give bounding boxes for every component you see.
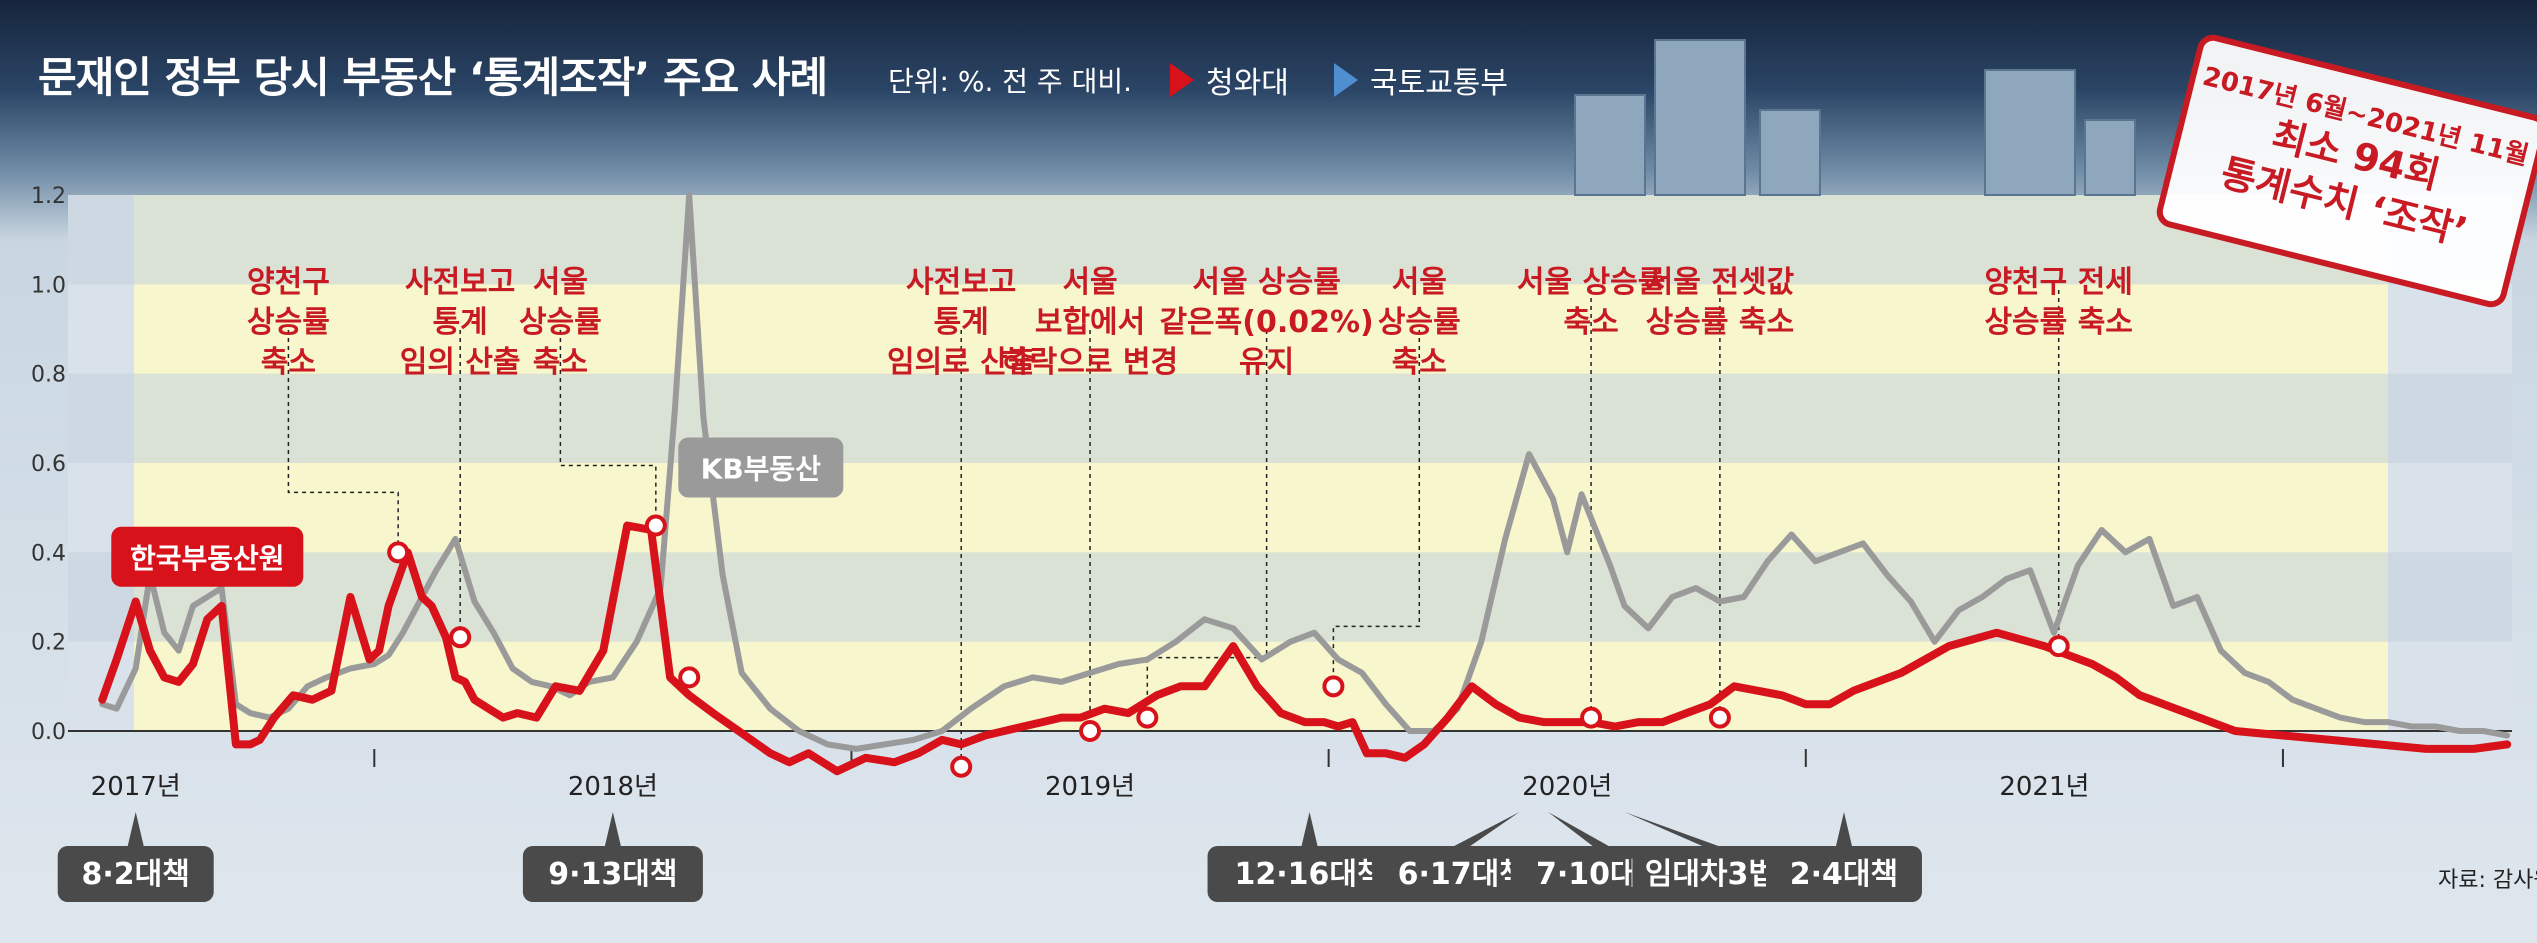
annotation-text: 상승률 xyxy=(247,305,330,340)
annotation-text: 임의 산출 xyxy=(400,345,521,380)
data-marker xyxy=(1079,720,1102,742)
annotation-text: 같은폭(0.02%) xyxy=(1159,305,1373,340)
annotation-text: 축소 xyxy=(261,345,316,380)
annotation-text: 상승률 축소 xyxy=(1984,305,2132,340)
series-label-box xyxy=(111,526,304,587)
policy-box xyxy=(1207,846,1412,902)
annotation-leader xyxy=(287,330,399,553)
building-icon xyxy=(2084,119,2136,196)
building-icon xyxy=(1984,69,2076,196)
legend-bluehouse-label: 청와대 xyxy=(1206,66,1289,101)
policy-pointer xyxy=(1301,812,1318,846)
policy-pointer xyxy=(1835,812,1852,846)
policy-box xyxy=(1372,846,1553,902)
y-tick-label: 0.2 xyxy=(31,631,66,656)
annotation-text: 서울 xyxy=(533,265,588,300)
policy-label: 6·17대책 xyxy=(1398,857,1527,892)
policy-pointer xyxy=(127,812,144,846)
series-label: 한국부동산원 xyxy=(130,542,285,575)
annotation-leader xyxy=(559,330,657,526)
series-line xyxy=(99,192,2511,752)
annotation-text: 통계 xyxy=(433,305,488,340)
series-label-box xyxy=(678,437,844,498)
x-tick-label: 2018년 xyxy=(568,772,658,802)
data-marker xyxy=(644,514,667,537)
policy-pointer xyxy=(1624,812,1719,846)
annotation-text: 서울 xyxy=(1062,265,1117,300)
grid-band xyxy=(68,195,2512,285)
legend-molit-label: 국토교통부 xyxy=(1370,66,1508,101)
annotation-text: 임의로 산출 xyxy=(887,345,1035,380)
building-icon xyxy=(1759,109,1821,196)
series-line xyxy=(98,521,2512,776)
series-label: KB부동산 xyxy=(701,452,822,485)
data-marker xyxy=(1708,706,1731,729)
source-note: 자료: 감사원 xyxy=(2438,868,2537,893)
data-marker xyxy=(1580,706,1603,729)
building-icon xyxy=(1574,94,1646,196)
y-tick-label: 1.2 xyxy=(31,184,66,209)
annotation-text: 상승률 xyxy=(519,305,602,340)
building-icon xyxy=(1654,39,1746,196)
data-marker xyxy=(950,755,973,778)
annotation-text: 서울 상승률 xyxy=(1517,265,1665,300)
annotation-text: 서울 xyxy=(1392,265,1447,300)
legend-bluehouse: 청와대 xyxy=(1170,58,1289,102)
policy-label: 9·13대책 xyxy=(548,857,677,892)
legend-molit: 국토교통부 xyxy=(1334,58,1508,102)
annotation-text: 서울 상승률 xyxy=(1192,265,1340,300)
x-tick-label: 2017년 xyxy=(91,772,181,802)
y-tick-label: 0.0 xyxy=(31,720,66,745)
annotation-text: 양천구 전세 xyxy=(1984,265,2132,300)
x-tick-label: 2021년 xyxy=(1999,772,2089,802)
annotation-text: 사전보고 xyxy=(405,265,515,300)
policy-box xyxy=(522,846,703,902)
annotation-text: 상승률 xyxy=(1378,305,1461,340)
policy-pointer xyxy=(1548,812,1609,846)
annotation-text: 축소 xyxy=(1563,305,1618,340)
policy-box xyxy=(57,846,214,902)
grid-band xyxy=(68,373,2512,463)
annotation-text: 유지 xyxy=(1239,345,1294,380)
annotation-text: 서울 전셋값 xyxy=(1646,265,1795,300)
policy-label: 임대차3법 xyxy=(1645,857,1776,892)
policy-label: 12·16대책 xyxy=(1234,857,1384,892)
y-tick-label: 0.4 xyxy=(31,541,66,566)
data-marker xyxy=(1322,675,1345,698)
annotation-text: 하락으로 변경 xyxy=(1002,345,1178,380)
annotation-text: 사전보고 xyxy=(906,265,1016,300)
policy-box xyxy=(1765,846,1922,902)
policy-label: 8·2대책 xyxy=(82,857,190,892)
annotation-text: 통계 xyxy=(934,305,989,340)
annotation-text: 축소 xyxy=(533,345,588,380)
data-marker xyxy=(2047,635,2070,658)
annotation-leader xyxy=(1146,330,1268,718)
data-marker xyxy=(1136,706,1159,729)
red-triangle-icon xyxy=(1170,63,1194,97)
policy-pointer xyxy=(604,812,621,846)
x-tick-label: 2020년 xyxy=(1522,772,1612,802)
policy-label: 2·4대책 xyxy=(1790,857,1898,892)
city-illustration xyxy=(1574,39,2136,196)
data-marker xyxy=(449,626,472,649)
y-tick-label: 0.8 xyxy=(31,363,66,388)
annotation-leader xyxy=(1332,330,1421,687)
data-marker xyxy=(678,666,701,689)
annotation-text: 보합에서 xyxy=(1035,305,1145,340)
annotation-text: 축소 xyxy=(1392,345,1447,380)
x-tick-label: 2019년 xyxy=(1045,772,1135,802)
unit-label: 단위: %. 전 주 대비. xyxy=(888,65,1133,98)
grid-band xyxy=(68,552,2512,642)
data-marker xyxy=(387,541,410,564)
annotation-text: 상승률 축소 xyxy=(1646,305,1794,340)
policy-pointer xyxy=(1454,812,1520,846)
annotation-text: 양천구 xyxy=(247,265,330,300)
page-title: 문재인 정부 당시 부동산 ‘통계조작’ 주요 사례 xyxy=(38,53,828,102)
policy-box xyxy=(1632,846,1789,902)
blue-triangle-icon xyxy=(1334,63,1358,97)
y-tick-label: 0.6 xyxy=(31,452,66,477)
y-tick-label: 1.0 xyxy=(31,273,66,298)
